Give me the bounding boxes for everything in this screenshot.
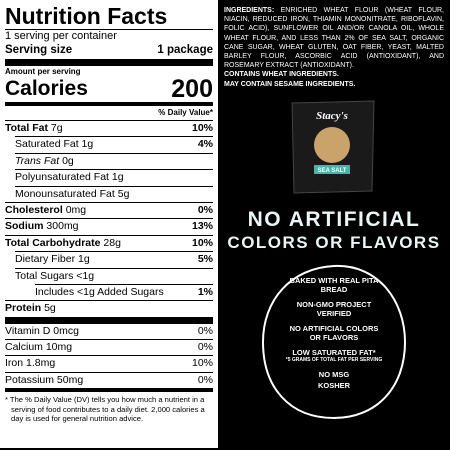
amount: 28g xyxy=(103,236,121,249)
nutrient-row: Includes <1g Added Sugars 1% xyxy=(35,283,213,300)
amount: 7g xyxy=(50,122,63,134)
servings: 1 serving per container xyxy=(5,29,213,43)
amount: 1g xyxy=(111,171,124,184)
serving-size-value: 1 package xyxy=(157,44,213,56)
flavor: SEA SALT xyxy=(317,168,346,174)
nutrient-row: Dietary Fiber 1g 5% xyxy=(15,251,213,267)
amount: 5g xyxy=(44,302,56,315)
amount: 300mg xyxy=(46,220,79,233)
flavor-band xyxy=(314,164,350,174)
package-image: Stacy's SEA SALT xyxy=(291,100,375,194)
amount: 1g xyxy=(81,138,94,151)
footnote: * The % Daily Value (DV) tells you how m… xyxy=(5,395,205,424)
badge-note: *5 GRAMS OF TOTAL FAT PER SERVING xyxy=(285,356,383,363)
serving-size: Serving size 1 package xyxy=(5,43,213,57)
vitamin: Vitamin D 0mcg xyxy=(5,324,79,337)
badge-item: NO MSG xyxy=(318,369,350,379)
calories-label: Calories xyxy=(5,77,88,100)
nutrient: Polyunsaturated Fat xyxy=(15,171,109,184)
badge: BAKED WITH REAL PITA BREAD NON-GMO PROJE… xyxy=(259,262,409,422)
badge-item: KOSHER xyxy=(317,380,351,390)
nutrient-row: Polyunsaturated Fat 1g xyxy=(15,169,213,185)
nutrient-row: Total Fat 7g 10% xyxy=(5,120,213,136)
may-contain: MAY CONTAIN SESAME INGREDIENTS. xyxy=(224,80,356,88)
thick-rule xyxy=(5,316,213,324)
calories-value: 200 xyxy=(171,75,213,103)
dv: 0% xyxy=(197,341,213,354)
nutrient-row: Total Carbohydrate 28g 10% xyxy=(5,234,213,251)
vitamin-row: Calcium 10mg 0% xyxy=(5,339,213,355)
headline: COLORS OR FLAVORS xyxy=(227,232,441,252)
medium-rule xyxy=(5,102,213,106)
chip xyxy=(314,126,350,163)
nutrient: Trans Fat xyxy=(15,154,60,167)
brand: Stacy's xyxy=(316,110,348,122)
badge-item: NON-GMO PROJECT VERIFIED xyxy=(296,299,372,318)
nutrient: Total Carbohydrate xyxy=(5,236,101,249)
calories: Calories 200 xyxy=(5,75,213,103)
amount: 0mg xyxy=(65,203,87,216)
vitamin: Iron 1.8mg xyxy=(5,357,56,370)
ingredients: INGREDIENTS: ENRICHED WHEAT FLOUR (WHEAT… xyxy=(224,6,444,89)
dv: 0% xyxy=(197,324,213,337)
nutrient: Protein xyxy=(5,302,42,315)
nutrient: Total Fat xyxy=(5,122,48,134)
title: Nutrition Facts xyxy=(5,3,168,29)
nutrient-row: Sodium 300mg 13% xyxy=(5,218,213,234)
badge-content: BAKED WITH REAL PITA BREAD NON-GMO PROJE… xyxy=(259,262,409,390)
vitamin-row: Potassium 50mg 0% xyxy=(5,371,213,388)
dv: 10% xyxy=(191,122,213,134)
contains: CONTAINS WHEAT INGREDIENTS. xyxy=(224,71,339,79)
nutrient: Total Sugars xyxy=(15,269,74,282)
nutrient-row: Monounsaturated Fat 5g xyxy=(15,185,213,202)
nutrient-row: Trans Fat 0g xyxy=(15,152,213,169)
right-panel: INGREDIENTS: ENRICHED WHEAT FLOUR (WHEAT… xyxy=(224,6,444,422)
dv: 10% xyxy=(191,357,213,370)
amount: 1g xyxy=(78,253,90,266)
vitamin-row: Vitamin D 0mcg 0% xyxy=(5,324,213,339)
vitamin: Potassium 50mg xyxy=(5,373,84,386)
dv: 4% xyxy=(197,138,213,151)
nutrient: Sodium xyxy=(5,220,44,233)
medium-rule xyxy=(5,388,213,393)
ingredients-label: INGREDIENTS: xyxy=(224,7,275,14)
nutrition-label: Nutrition Facts 1 serving per container … xyxy=(0,0,218,448)
nutrient-row: Protein 5g xyxy=(5,300,213,316)
vitamin-row: Iron 1.8mg 10% xyxy=(5,355,213,371)
badge-outline xyxy=(261,264,407,419)
dv: 5% xyxy=(197,253,213,266)
serving-size-label: Serving size xyxy=(5,44,73,56)
vitamin: Calcium 10mg xyxy=(5,341,73,354)
nutrient: Includes <1g Added Sugars xyxy=(35,285,164,298)
nutrient: Dietary Fiber xyxy=(15,253,76,266)
nutrient: Saturated Fat xyxy=(15,138,79,151)
badge-border xyxy=(261,264,407,419)
dv: 0% xyxy=(197,373,213,386)
nutrient-row: Total Sugars <1g xyxy=(15,267,213,284)
badge-item: NO ARTIFICIAL COLORS OR FLAVORS xyxy=(289,323,379,342)
dv: 0% xyxy=(197,203,213,216)
dv: 13% xyxy=(191,220,213,233)
dv-header: % Daily Value* xyxy=(158,108,213,117)
dv: 1% xyxy=(197,285,213,298)
nutrient: Cholesterol xyxy=(5,203,63,216)
badge-item: LOW SATURATED FAT* xyxy=(292,347,376,357)
amount-per-serving: Amount per serving xyxy=(5,67,81,76)
badge-item: BAKED WITH REAL PITA BREAD xyxy=(289,275,379,294)
headline: NO ARTIFICIAL xyxy=(247,207,421,231)
amount: 5g xyxy=(117,187,130,200)
nutrient-row: Cholesterol 0mg 0% xyxy=(5,201,213,218)
amount: 0g xyxy=(62,154,74,167)
amount: <1g xyxy=(76,269,95,282)
ingredients-text: ENRICHED WHEAT FLOUR (WHEAT FLOUR, NIACI… xyxy=(224,7,444,70)
dv: 10% xyxy=(191,236,213,249)
nutrient: Monounsaturated Fat xyxy=(15,187,115,200)
thick-rule xyxy=(5,59,213,66)
nutrient-row: Saturated Fat 1g 4% xyxy=(15,136,213,152)
